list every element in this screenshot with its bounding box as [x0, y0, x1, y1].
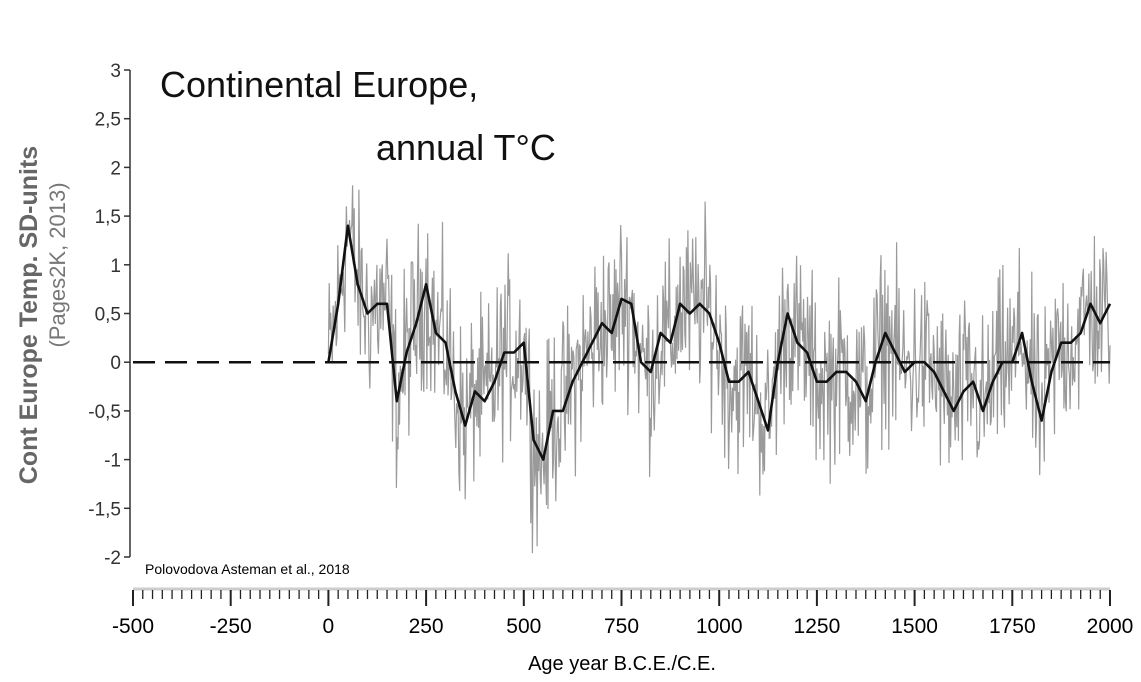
- y-axis-source-label: (Pages2K, 2013): [45, 182, 70, 347]
- x-tick-label: 2000: [1087, 615, 1134, 638]
- smoothed-series: [327, 224, 1112, 461]
- chart-title-line2: annual T°C: [376, 127, 556, 168]
- x-axis-label: Age year B.C.E./C.E.: [528, 653, 716, 675]
- y-tick-label: 1: [110, 256, 121, 277]
- y-tick-label: 0,5: [95, 305, 121, 326]
- chart-title-line1: Continental Europe,: [160, 64, 478, 105]
- y-axis-label-group: Cont Europe Temp. SD-units (Pages2K, 201…: [15, 146, 70, 484]
- x-tick-label: 500: [506, 615, 541, 638]
- y-tick-label: -1,5: [88, 499, 121, 520]
- x-tick-label: 250: [409, 615, 444, 638]
- citation-annotation: Polovodova Asteman et al., 2018: [145, 561, 350, 577]
- y-tick-label: -2: [104, 548, 121, 569]
- annual-series-line: [327, 185, 1111, 554]
- y-tick-label: 1,5: [95, 207, 121, 228]
- x-tick-label: 1750: [989, 615, 1036, 638]
- x-tick-label: 0: [323, 615, 335, 638]
- x-tick-label: 1250: [794, 615, 841, 638]
- y-axis-label: Cont Europe Temp. SD-units: [15, 146, 43, 484]
- x-tick-label: -250: [210, 615, 252, 638]
- x-axis: -500 -250 0 250 500 750 1000 1250 1500 1750 2000: [112, 587, 1134, 638]
- y-tick-label: -0,5: [88, 402, 121, 423]
- x-tick-label: -500: [112, 615, 154, 638]
- x-tick-label: 750: [604, 615, 639, 638]
- x-tick-label: 1500: [891, 615, 938, 638]
- y-tick-label: 0: [110, 353, 121, 374]
- y-tick-label: -1: [104, 451, 121, 472]
- annual-series: [327, 185, 1111, 554]
- y-tick-label: 3: [110, 61, 121, 82]
- y-axis: 3 2,5 2 1,5 1 0,5 0 -0,5 -1 -1,5 -2: [88, 61, 131, 569]
- y-tick-label: 2,5: [95, 110, 121, 131]
- x-tick-label: 1000: [696, 615, 743, 638]
- y-tick-label: 2: [110, 158, 121, 179]
